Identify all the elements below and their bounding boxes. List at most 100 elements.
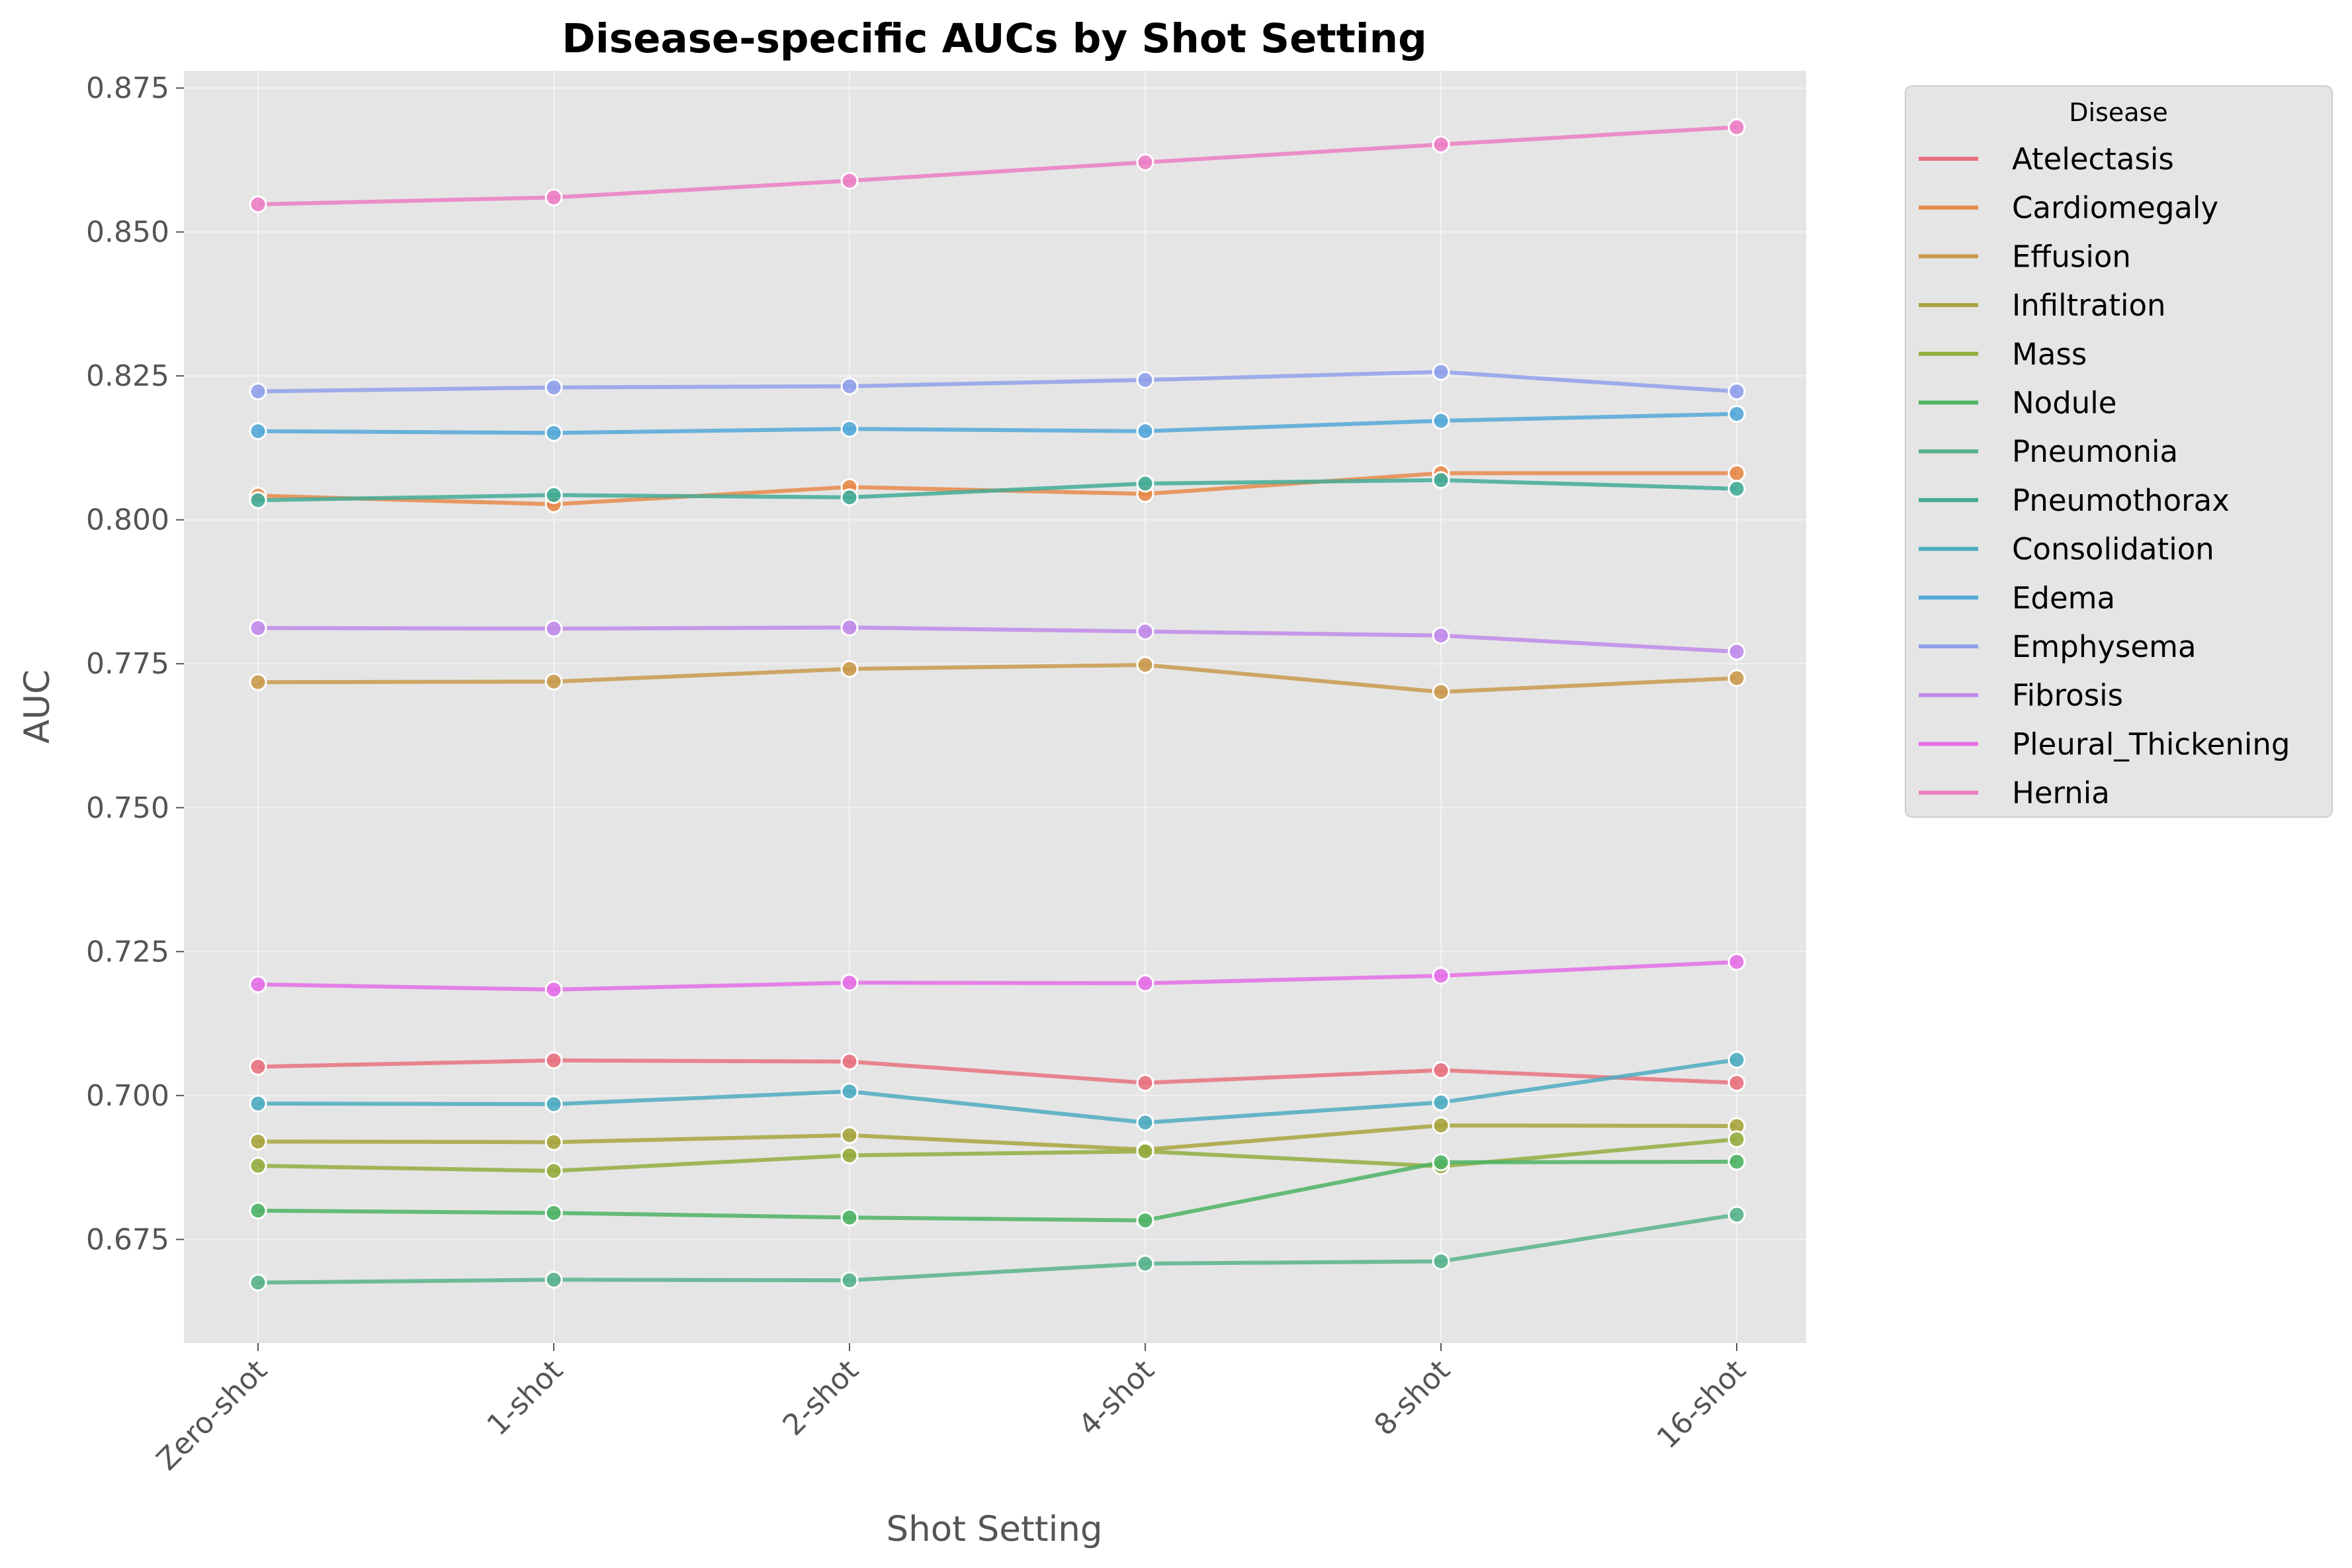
data-point bbox=[1727, 405, 1746, 423]
data-point bbox=[1432, 1153, 1450, 1172]
data-point bbox=[249, 1094, 267, 1113]
series-line bbox=[257, 1212, 1737, 1285]
data-point bbox=[1432, 683, 1450, 701]
data-point bbox=[840, 377, 859, 396]
legend-label: Emphysema bbox=[2012, 629, 2197, 664]
data-point bbox=[249, 673, 267, 691]
data-point bbox=[1727, 464, 1746, 482]
plot-area bbox=[184, 71, 1806, 1343]
series-atelectasis bbox=[249, 1051, 1746, 1092]
data-point bbox=[249, 1132, 267, 1151]
data-point bbox=[1432, 1061, 1450, 1080]
data-point bbox=[840, 1126, 859, 1145]
data-point bbox=[544, 672, 563, 691]
data-point bbox=[249, 1156, 267, 1175]
data-point bbox=[1727, 382, 1746, 401]
data-point bbox=[1432, 135, 1450, 153]
series-nodule bbox=[249, 1153, 1746, 1230]
data-point bbox=[840, 1271, 859, 1289]
data-point bbox=[1727, 480, 1746, 498]
data-point bbox=[1727, 1205, 1746, 1224]
data-point bbox=[1136, 1211, 1154, 1230]
data-point bbox=[840, 618, 859, 636]
y-tick-label: 0.750 bbox=[86, 791, 169, 825]
legend-label: Infiltration bbox=[2012, 288, 2166, 323]
data-point bbox=[544, 1162, 563, 1180]
series-line bbox=[257, 1057, 1737, 1125]
data-point bbox=[1727, 1130, 1746, 1149]
data-point bbox=[1727, 1074, 1746, 1092]
data-point bbox=[840, 973, 859, 992]
data-point bbox=[249, 975, 267, 994]
legend: Disease Atelectasis Cardiomegaly Effusion I… bbox=[1905, 85, 2333, 818]
legend-label: Nodule bbox=[2012, 386, 2116, 421]
data-point bbox=[1727, 1051, 1746, 1069]
y-tick-label: 0.775 bbox=[86, 647, 169, 681]
data-point bbox=[1432, 363, 1450, 381]
series-emphysema bbox=[249, 363, 1746, 401]
data-point bbox=[249, 1057, 267, 1076]
series-line bbox=[257, 1058, 1737, 1085]
data-point bbox=[1432, 412, 1450, 430]
series-line bbox=[257, 370, 1737, 394]
legend-label: Fibrosis bbox=[2012, 678, 2123, 713]
data-point bbox=[249, 619, 267, 637]
data-point bbox=[1432, 967, 1450, 985]
data-point bbox=[1432, 627, 1450, 645]
data-point bbox=[544, 378, 563, 397]
data-point bbox=[1432, 1252, 1450, 1270]
legend-label: Effusion bbox=[2012, 239, 2131, 274]
y-tick-label: 0.850 bbox=[86, 216, 169, 249]
data-point bbox=[1727, 118, 1746, 136]
series-effusion bbox=[249, 656, 1746, 701]
data-point bbox=[1727, 953, 1746, 971]
legend-label: Cardiomegaly bbox=[2012, 191, 2218, 226]
data-point bbox=[1727, 642, 1746, 661]
data-point bbox=[1136, 656, 1154, 674]
y-tick-label: 0.725 bbox=[86, 935, 169, 969]
data-point bbox=[544, 1133, 563, 1151]
data-point bbox=[249, 1201, 267, 1220]
chart-title: Disease-specific AUCs by Shot Setting bbox=[562, 15, 1427, 62]
data-point bbox=[544, 486, 563, 504]
legend-label: Edema bbox=[2012, 580, 2115, 615]
series-line bbox=[257, 625, 1737, 654]
series-line bbox=[257, 412, 1737, 435]
data-point bbox=[840, 1146, 859, 1164]
data-point bbox=[544, 1095, 563, 1113]
data-point bbox=[249, 491, 267, 509]
data-point bbox=[840, 1053, 859, 1071]
data-point bbox=[544, 1203, 563, 1222]
legend-label: Hernia bbox=[2012, 775, 2110, 810]
data-point bbox=[1136, 1142, 1154, 1160]
data-point bbox=[840, 419, 859, 438]
series-line bbox=[257, 125, 1737, 206]
data-point bbox=[249, 1274, 267, 1292]
data-point bbox=[1136, 974, 1154, 992]
legend-entries: Atelectasis Cardiomegaly Effusion Infiltrat… bbox=[1919, 142, 2290, 810]
series-pneumothorax bbox=[249, 471, 1746, 509]
series-line bbox=[257, 959, 1737, 992]
data-point bbox=[840, 488, 859, 507]
series-hernia bbox=[249, 118, 1746, 214]
data-point bbox=[1727, 1153, 1746, 1171]
series-line bbox=[257, 1159, 1737, 1223]
series-pleural-thickening bbox=[249, 953, 1746, 999]
data-point bbox=[1136, 1113, 1154, 1132]
series-line bbox=[257, 1123, 1737, 1152]
data-point bbox=[1727, 669, 1746, 687]
data-point bbox=[1432, 1116, 1450, 1135]
legend-label: Pneumonia bbox=[2012, 434, 2178, 469]
data-point bbox=[1136, 370, 1154, 389]
grid bbox=[184, 71, 1806, 1343]
data-point bbox=[840, 1208, 859, 1227]
data-point bbox=[1136, 1074, 1154, 1092]
series-edema bbox=[249, 405, 1746, 442]
legend-label: Atelectasis bbox=[2012, 142, 2174, 177]
series-pneumonia bbox=[249, 1205, 1746, 1292]
y-tick-label: 0.875 bbox=[86, 71, 169, 105]
data-point bbox=[1136, 422, 1154, 441]
y-tick-label: 0.800 bbox=[86, 503, 169, 537]
data-point bbox=[544, 1051, 563, 1070]
data-point bbox=[840, 1082, 859, 1101]
